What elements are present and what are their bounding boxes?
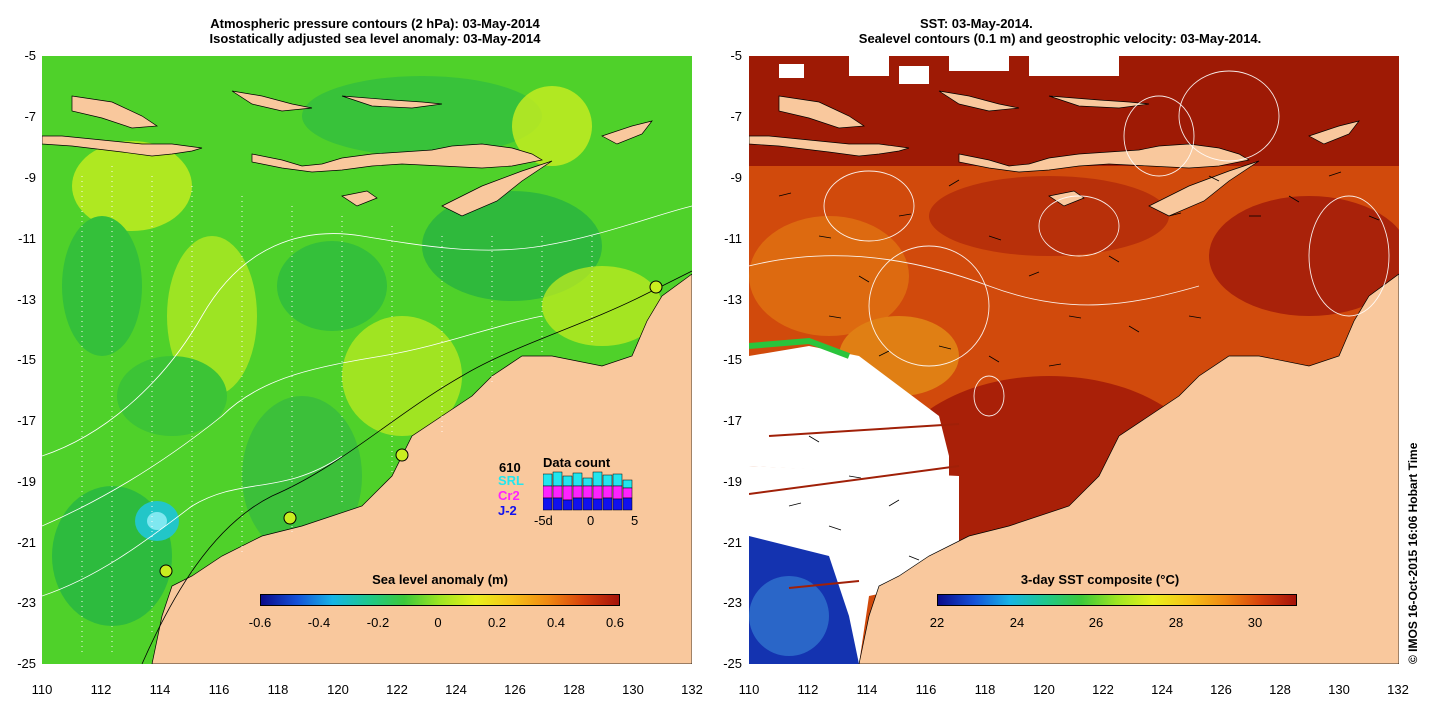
lat-tick-label: -9: [730, 170, 742, 185]
mission-label-j2: J-2: [498, 503, 517, 518]
lon-tick-label: 112: [90, 682, 112, 697]
imos-credit: © IMOS 16-Oct-2015 16:06 Hobart Time: [1406, 442, 1420, 664]
sla-colorbar-title: Sea level anomaly (m): [372, 572, 508, 587]
sst-colorbar-tick: 24: [1009, 615, 1025, 630]
sst-colorbar: [937, 594, 1297, 606]
lon-tick-label: 126: [504, 682, 526, 697]
pressure-contours: [81, 166, 593, 656]
lon-tick-label: 132: [1387, 682, 1409, 697]
sst-colorbar-tick: 28: [1168, 615, 1184, 630]
sla-colorbar-tick: 0.6: [605, 615, 625, 630]
sst-colorbar-title: 3-day SST composite (°C): [1020, 572, 1180, 587]
lon-tick-label: 122: [386, 682, 408, 697]
sla-colorbar: [260, 594, 620, 606]
lon-tick-label: 110: [738, 682, 760, 697]
tide-gauge-marker[interactable]: [159, 564, 173, 578]
lat-tick-label: -21: [723, 535, 742, 550]
tide-gauge-marker[interactable]: [283, 511, 297, 525]
sst-colorbar-tick: 30: [1247, 615, 1263, 630]
sla-colorbar-tick: 0: [434, 615, 442, 630]
tide-gauges: [159, 280, 663, 578]
satellite-tracks: [749, 423, 960, 589]
lon-tick-label: 112: [797, 682, 819, 697]
right-title-line2: Sealevel contours (0.1 m) and geostrophi…: [858, 31, 1262, 46]
lon-tick-label: 118: [267, 682, 289, 697]
lat-tick-label: -25: [723, 656, 742, 671]
lat-tick-label: -19: [723, 474, 742, 489]
lat-tick-label: -15: [723, 352, 742, 367]
sla-land: [42, 90, 692, 664]
data-count-histogram: [543, 471, 633, 511]
sst-cloud-gaps: [779, 56, 1119, 84]
lon-tick-label: 124: [1151, 682, 1173, 697]
lat-tick-label: -7: [24, 109, 36, 124]
left-title: Atmospheric pressure contours (2 hPa): 0…: [190, 16, 560, 46]
sla-colorbar-tick: 0.4: [546, 615, 566, 630]
lon-tick-label: 116: [915, 682, 937, 697]
lat-tick-label: -5: [24, 48, 36, 63]
sla-contours: [42, 205, 692, 597]
sst-land: [749, 90, 1399, 664]
lat-tick-label: -17: [723, 413, 742, 428]
lat-tick-label: -23: [17, 595, 36, 610]
lon-tick-label: 120: [327, 682, 349, 697]
mission-label-srl: SRL: [498, 473, 524, 488]
data-count-title: Data count: [543, 455, 611, 470]
lat-tick-label: -17: [17, 413, 36, 428]
lon-tick-label: 128: [1269, 682, 1291, 697]
lat-tick-label: -7: [730, 109, 742, 124]
lat-tick-label: -21: [17, 535, 36, 550]
lat-tick-label: -9: [24, 170, 36, 185]
sst-sealevel-contours: [749, 70, 1390, 547]
left-title-line1: Atmospheric pressure contours (2 hPa): 0…: [210, 16, 540, 31]
sla-map-graphic: [42, 76, 692, 664]
lat-tick-label: -5: [730, 48, 742, 63]
lon-tick-label: 116: [208, 682, 230, 697]
tide-gauge-marker[interactable]: [395, 448, 409, 462]
sla-colorbar-tick: 0.2: [487, 615, 507, 630]
lon-tick-label: 120: [1033, 682, 1055, 697]
sst-colorbar-tick: 26: [1088, 615, 1104, 630]
lon-tick-label: 124: [445, 682, 467, 697]
lat-tick-label: -19: [17, 474, 36, 489]
sla-colorbar-tick: -0.6: [248, 615, 272, 630]
sst-map-graphic: [749, 56, 1399, 664]
lon-tick-label: 128: [563, 682, 585, 697]
lat-tick-label: -23: [723, 595, 742, 610]
sea-level-anomaly-map: [42, 56, 692, 664]
lat-tick-label: -11: [724, 231, 742, 246]
left-title-line2: Isostatically adjusted sea level anomaly…: [209, 31, 541, 46]
histogram-tick: 0: [587, 513, 595, 528]
lon-tick-label: 114: [856, 682, 878, 697]
histogram-tick: -5d: [534, 513, 553, 528]
lon-tick-label: 126: [1210, 682, 1232, 697]
sst-colorbar-tick: 22: [929, 615, 945, 630]
right-title-line1: SST: 03-May-2014.: [920, 16, 1033, 31]
sla-colorbar-tick: -0.4: [307, 615, 331, 630]
mission-label-cr2: Cr2: [498, 488, 520, 503]
histogram-tick: 5: [631, 513, 639, 528]
lat-tick-label: -15: [17, 352, 36, 367]
lat-tick-label: -11: [18, 231, 36, 246]
lon-tick-label: 132: [681, 682, 703, 697]
lon-tick-label: 130: [622, 682, 644, 697]
lon-tick-label: 118: [974, 682, 996, 697]
lat-tick-label: -25: [17, 656, 36, 671]
lon-tick-label: 110: [31, 682, 53, 697]
lon-tick-label: 122: [1092, 682, 1114, 697]
lat-tick-label: -13: [17, 292, 36, 307]
lat-tick-label: -13: [723, 292, 742, 307]
tide-gauge-marker[interactable]: [649, 280, 663, 294]
right-title: SST: 03-May-2014. Sealevel contours (0.1…: [820, 16, 1300, 46]
sla-colorbar-tick: -0.2: [366, 615, 390, 630]
lon-tick-label: 114: [149, 682, 171, 697]
geostrophic-velocity-arrows: [778, 171, 1380, 561]
data-count-total: 610: [499, 460, 521, 475]
lon-tick-label: 130: [1328, 682, 1350, 697]
sst-map: [749, 56, 1399, 664]
shelf-break-line: [141, 270, 692, 664]
